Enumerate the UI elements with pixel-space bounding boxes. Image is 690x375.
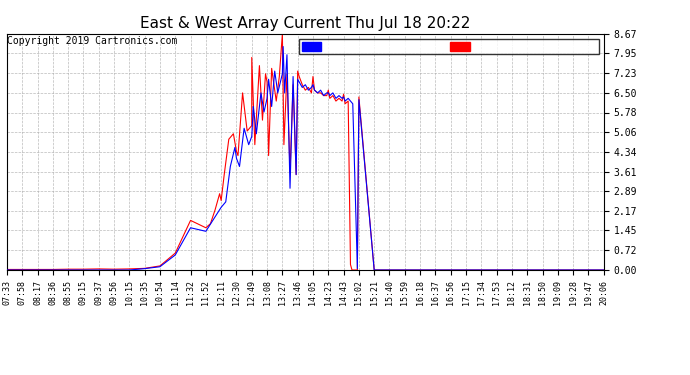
Legend: East Array  (DC Amps), West Array  (DC Amps): East Array (DC Amps), West Array (DC Amp… bbox=[299, 39, 599, 54]
Title: East & West Array Current Thu Jul 18 20:22: East & West Array Current Thu Jul 18 20:… bbox=[140, 16, 471, 31]
Text: Copyright 2019 Cartronics.com: Copyright 2019 Cartronics.com bbox=[7, 36, 177, 46]
